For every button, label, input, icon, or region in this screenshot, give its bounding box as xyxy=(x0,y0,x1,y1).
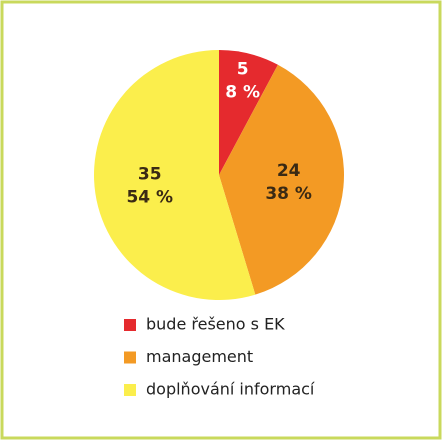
legend-label: bude řešeno s EK xyxy=(146,315,285,334)
slice-percent: 38 % xyxy=(265,184,312,204)
slice-value: 24 xyxy=(277,161,301,181)
legend-swatch xyxy=(124,319,136,331)
slice-percent: 8 % xyxy=(225,82,260,102)
pie-slice xyxy=(219,64,344,295)
slice-value: 5 xyxy=(237,59,249,79)
pie-slice xyxy=(94,50,256,300)
legend-label: doplňování informací xyxy=(146,380,315,399)
slice-percent: 54 % xyxy=(126,187,173,207)
slice-value: 35 xyxy=(138,164,162,184)
pie-slice xyxy=(219,50,278,175)
legend-swatch xyxy=(124,351,136,364)
legend-swatch xyxy=(124,384,136,396)
legend-label: management xyxy=(146,347,253,366)
